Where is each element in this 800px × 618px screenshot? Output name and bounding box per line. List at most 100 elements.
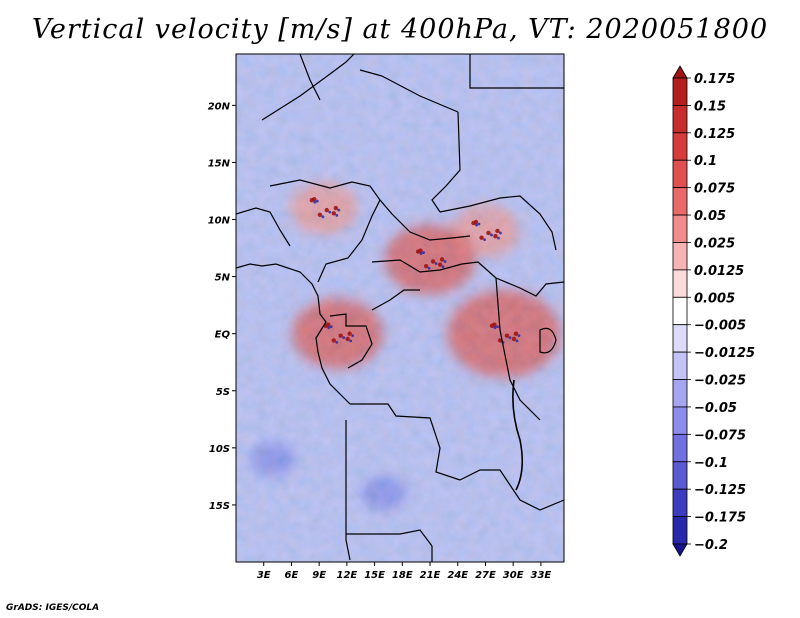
convective-core-downdraft [329,325,333,329]
convective-core-downdraft [434,262,438,265]
colorbar-max-arrow [672,65,688,79]
convective-core-downdraft [477,222,481,226]
colorbar-label: −0.025 [694,374,746,389]
colorbar-segment [672,351,688,380]
x-tick-label: 3E [257,570,271,581]
convective-core [430,259,436,264]
colorbar-segment [672,77,688,106]
colorbar-min-arrow [672,543,688,557]
convective-core-downdraft [335,213,339,217]
convective-core [317,212,323,218]
y-tick-label: 5N [215,273,231,284]
convective-core-downdraft [475,223,478,227]
y-tick-label: 15N [208,158,231,169]
colorbar-label: −0.2 [694,538,728,553]
convective-core-downdraft [490,233,493,237]
colorbar-segment [672,132,688,161]
border-libya-niger [359,69,459,113]
colorbar-label: 0.175 [694,72,735,87]
convective-core-downdraft [315,199,319,203]
border-car-drc [371,259,497,279]
y-tick-label: 10S [209,444,230,455]
convective-core-downdraft [342,336,346,340]
colorbar-label: −0.075 [694,428,746,443]
chart-title: Vertical velocity [m/s] at 400hPa, VT: 2… [31,14,769,45]
y-axis: 20N 15N 10N 5N EQ 5S 10S 15S [208,101,236,512]
convective-core-downdraft [351,334,355,338]
convective-core-downdraft [497,236,500,240]
x-tick-label: 15E [364,570,385,581]
convective-core [479,235,484,240]
colorbar-segment [672,488,688,517]
plot-frame [235,53,565,563]
convective-core [345,336,350,342]
convective-core-downdraft [443,260,447,263]
border-nigeria-cameroon [317,215,373,283]
convective-core [493,233,498,239]
colorbar: 0.175 0.15 0.125 0.1 0.075 0.05 0.025 0.0125 0.0… [672,65,755,557]
convective-core [513,331,519,336]
colorbar-segment [672,214,688,243]
border-angola-drc [350,403,461,481]
convective-core [423,263,429,269]
coastline-west [236,263,351,405]
convective-core-downdraft [499,231,502,235]
x-tick-label: 21E [420,570,441,581]
convective-core [333,205,338,211]
border-chad-sudan [431,111,461,213]
x-tick-label: 12E [336,570,357,581]
convective-core-downdraft [335,340,339,344]
y-tick-label: 5S [216,387,230,398]
convective-core [471,220,476,226]
y-tick-label: 15S [209,501,230,512]
colorbar-segment [672,433,688,463]
colorbar-label: −0.05 [694,401,737,416]
border-sudan-south-sudan [439,195,557,251]
convective-core-downdraft [517,334,521,338]
border-south-sudan-uganda [495,277,564,297]
convective-core-downdraft [313,200,317,204]
x-tick-label: 33E [531,570,552,581]
convective-core-downdraft [321,215,325,219]
border-chad-car [379,199,471,241]
colorbar-label: −0.175 [694,511,746,526]
x-tick-label: 30E [503,570,524,581]
convective-core [497,338,503,343]
colorbar-segment [672,296,688,326]
field-texture [236,54,564,562]
convective-core [347,331,352,336]
convective-core-downdraft [427,266,431,270]
x-tick-label: 6E [285,570,299,581]
convective-core-downdraft [328,210,332,214]
convective-core [415,249,421,254]
colorbar-label: 0.15 [694,99,726,114]
colorbar-label: −0.1 [694,456,728,471]
x-tick-label: 27E [475,570,496,581]
colorbar-segment [672,105,688,134]
convective-core [495,228,500,234]
colorbar-segment [672,187,688,216]
colorbar-label: −0.005 [694,319,746,334]
lake-victoria [539,327,557,354]
convective-core [511,336,517,342]
x-axis: 3E 6E 9E 12E 15E 18E 21E 24E 27E 30E 33E [257,562,552,581]
convective-core-downdraft [483,238,486,242]
colorbar-label: 0.1 [694,154,717,169]
colorbar-segment [672,516,688,545]
y-tick-label: 10N [208,216,231,227]
convective-core-downdraft [493,326,497,330]
colorbar-label: 0.075 [694,182,735,197]
colorbar-segment [672,242,688,271]
convective-core [331,338,336,343]
colorbar-label: 0.025 [694,236,735,251]
colorbar-label: 0.125 [694,127,735,142]
border-algeria-mali [261,54,355,121]
convective-core [338,333,343,338]
country-borders [236,54,564,562]
colorbar-label: 0.005 [694,291,735,306]
colorbar-segment [672,269,688,298]
convective-core-downdraft [515,339,519,343]
border-benin [236,207,291,247]
colorbar-label: 0.05 [694,209,726,224]
colorbar-segment [672,159,688,189]
